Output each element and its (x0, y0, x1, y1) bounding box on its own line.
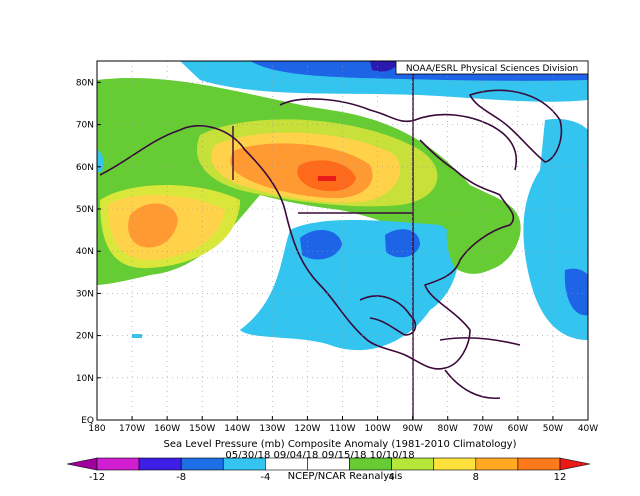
lon-label: 90W (402, 424, 422, 434)
credit: NOAA/ESRL Physical Sciences Division (406, 64, 578, 74)
lat-labels: 80N 70N 60N 50N 40N 30N 20N 10N EQ (76, 78, 94, 426)
credit-box (395, 60, 589, 75)
colorbar-segment (96, 457, 140, 471)
lon-label: 180 (88, 424, 105, 434)
plot-frame (96, 60, 589, 421)
coastline-greenland (469, 89, 563, 163)
lon-label: 120W (294, 424, 320, 434)
caption-dates: 05/30/18 09/04/18 09/15/18 10/10/18 (225, 450, 414, 461)
field-darkblue-north (370, 61, 400, 72)
colorbar-segment (517, 457, 561, 471)
colorbar-segment (391, 457, 435, 471)
colorbar-segment (138, 457, 182, 471)
colorbar-segment (180, 457, 224, 471)
colorbar-arrow-right (559, 457, 591, 471)
colorbar-segment (265, 457, 308, 471)
lat-label: 20N (76, 332, 94, 342)
lon-label: 80W (438, 424, 458, 434)
lon-label: 110W (329, 424, 355, 434)
lat-label: 50N (76, 205, 94, 215)
coastline-caribbean (439, 337, 521, 400)
caption-title: Sea Level Pressure (mb) Composite Anomal… (163, 439, 516, 450)
lon-label: 140W (224, 424, 250, 434)
lon-label: 160W (154, 424, 180, 434)
lon-label: 40W (578, 424, 598, 434)
colorbar-segment (475, 457, 519, 471)
colorbar-label: -4 (260, 472, 270, 483)
lon-label: 100W (365, 424, 391, 434)
colorbar-segment (307, 457, 350, 471)
caption-source: NCEP/NCAR Reanalysis (288, 471, 403, 482)
lat-label: 70N (76, 121, 94, 131)
colorbar-label: 4 (388, 472, 394, 483)
field-lightblue-pacific-small (132, 334, 142, 338)
lon-label: 50W (543, 424, 563, 434)
colorbar-label: 8 (473, 472, 479, 483)
colorbar-label: -12 (89, 472, 105, 483)
lon-label: 70W (473, 424, 493, 434)
lon-label: 170W (119, 424, 145, 434)
coastline-north-america (99, 125, 515, 370)
field-darkorange-center (297, 160, 356, 192)
field-orange-west (128, 203, 178, 248)
lat-label: 40N (76, 247, 94, 257)
field-blue-us-east (385, 229, 420, 258)
coastline-arctic (279, 98, 517, 171)
lat-label: 10N (76, 374, 94, 384)
anomaly-fields (97, 61, 588, 351)
coastline-gulf (359, 295, 417, 336)
field-blue-us-west (300, 229, 342, 260)
lon-labels: 180 170W 160W 150W 140W 130W 120W 110W 100W 90W 80… (88, 424, 598, 434)
lat-label: EQ (81, 416, 94, 426)
colorbar-arrow-left (66, 457, 98, 471)
colorbar-segment (349, 457, 392, 471)
colorbar-segment (222, 457, 266, 471)
lat-label: 80N (76, 78, 94, 88)
coastlines (99, 61, 563, 420)
colorbar-label: -8 (176, 472, 186, 483)
colorbar: -12 -8 -4 4 8 12 (66, 457, 591, 483)
lat-label: 30N (76, 289, 94, 299)
lon-label: 60W (508, 424, 528, 434)
lat-label: 60N (76, 163, 94, 173)
field-green-east (446, 210, 516, 274)
lon-label: 150W (189, 424, 215, 434)
field-red-center (318, 176, 336, 181)
lon-label: 130W (259, 424, 285, 434)
colorbar-label: 12 (554, 472, 567, 483)
field-blue-atlantic (564, 268, 588, 316)
colorbar-segment (433, 457, 477, 471)
